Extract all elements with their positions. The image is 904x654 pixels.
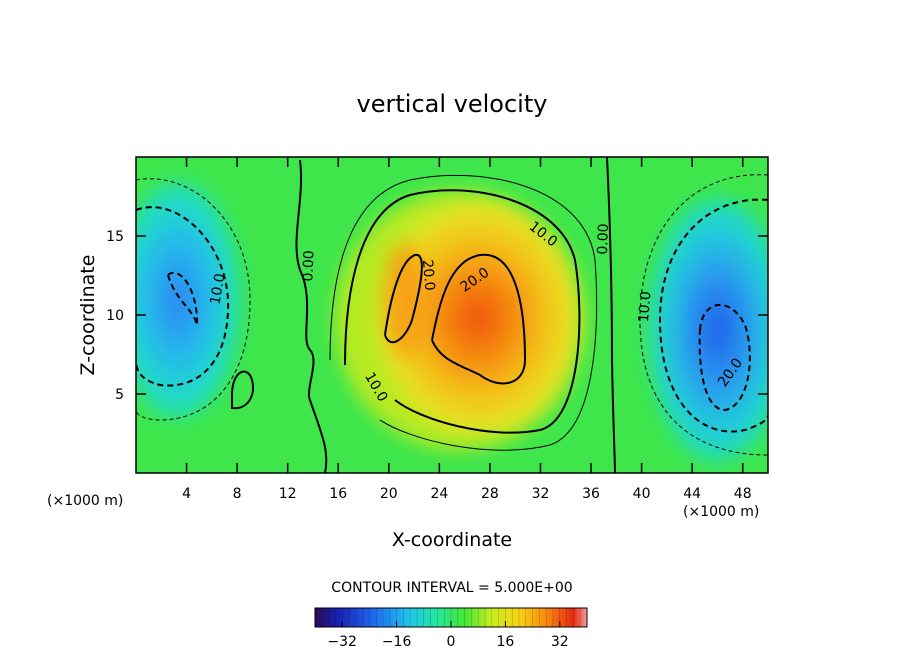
contour-positive-20 <box>431 253 527 385</box>
colorbar-steps <box>314 608 588 627</box>
y-tick-label: 15 <box>106 229 124 245</box>
contour-positive-10 <box>344 189 581 434</box>
y-axis-label: Z-coordinate <box>77 255 99 376</box>
contour-negative-left-10 <box>136 206 230 387</box>
contour-lines <box>136 157 768 473</box>
x-tick-label: 12 <box>279 486 297 502</box>
contour-label: 10.0 <box>207 272 228 305</box>
x-tick-label: 32 <box>532 486 550 502</box>
y-tick-label: 10 <box>106 308 124 324</box>
contour-zero-center <box>295 159 328 473</box>
contour-label: 10.0 <box>636 291 655 323</box>
x-tick-label: 16 <box>329 486 347 502</box>
x-axis-label: X-coordinate <box>392 529 512 551</box>
colorbar: −32 −16 0 16 32 <box>314 607 588 650</box>
colorbar-ticks: −32 −16 0 16 32 <box>327 621 569 650</box>
colorbar-tick-label: 16 <box>496 634 514 650</box>
contour-interval-text: CONTOUR INTERVAL = 5.000E+00 <box>331 580 572 596</box>
negative-region-left <box>136 182 240 418</box>
y-axis-ticks: 5 10 15 <box>106 229 768 403</box>
x-tick-label: 48 <box>734 486 752 502</box>
contour-zero-right <box>606 157 616 473</box>
contour-positive-20-secondary <box>384 253 423 344</box>
colorbar-tick-label: −16 <box>382 634 412 650</box>
contour-label: 0.00 <box>595 223 612 255</box>
contour-negative-right-20 <box>698 304 751 412</box>
x-tick-label: 4 <box>182 486 191 502</box>
contour-negative-right-10 <box>658 198 768 433</box>
contour-negative-left-20 <box>167 272 199 326</box>
colorbar-tick-label: 32 <box>551 634 569 650</box>
positive-region-secondary <box>383 242 427 358</box>
contour-positive-5 <box>329 174 598 451</box>
x-tick-label: 24 <box>430 486 448 502</box>
contour-small-island <box>231 370 254 410</box>
x-tick-label: 40 <box>633 486 651 502</box>
colorbar-tick-label: −32 <box>327 634 357 650</box>
contour-negative-right-5 <box>639 174 768 456</box>
x-tick-label: 44 <box>683 486 701 502</box>
x-unit-right: (×1000 m) <box>683 504 759 520</box>
chart-title: vertical velocity <box>357 90 548 118</box>
contour-label: 20.0 <box>419 259 438 291</box>
contour-negative-left-5 <box>136 178 251 421</box>
contour-label: 0.00 <box>300 250 317 282</box>
x-tick-label: 28 <box>481 486 499 502</box>
x-tick-label: 20 <box>380 486 398 502</box>
x-tick-label: 8 <box>233 486 242 502</box>
y-tick-label: 5 <box>115 387 124 403</box>
negative-region-right <box>648 198 768 462</box>
positive-region-main <box>378 203 578 433</box>
x-axis-ticks: 4 8 12 16 20 24 28 32 36 40 44 48 <box>182 157 752 502</box>
colorbar-tick-label: 0 <box>447 634 456 650</box>
x-tick-label: 36 <box>582 486 600 502</box>
x-unit-left: (×1000 m) <box>47 493 123 509</box>
